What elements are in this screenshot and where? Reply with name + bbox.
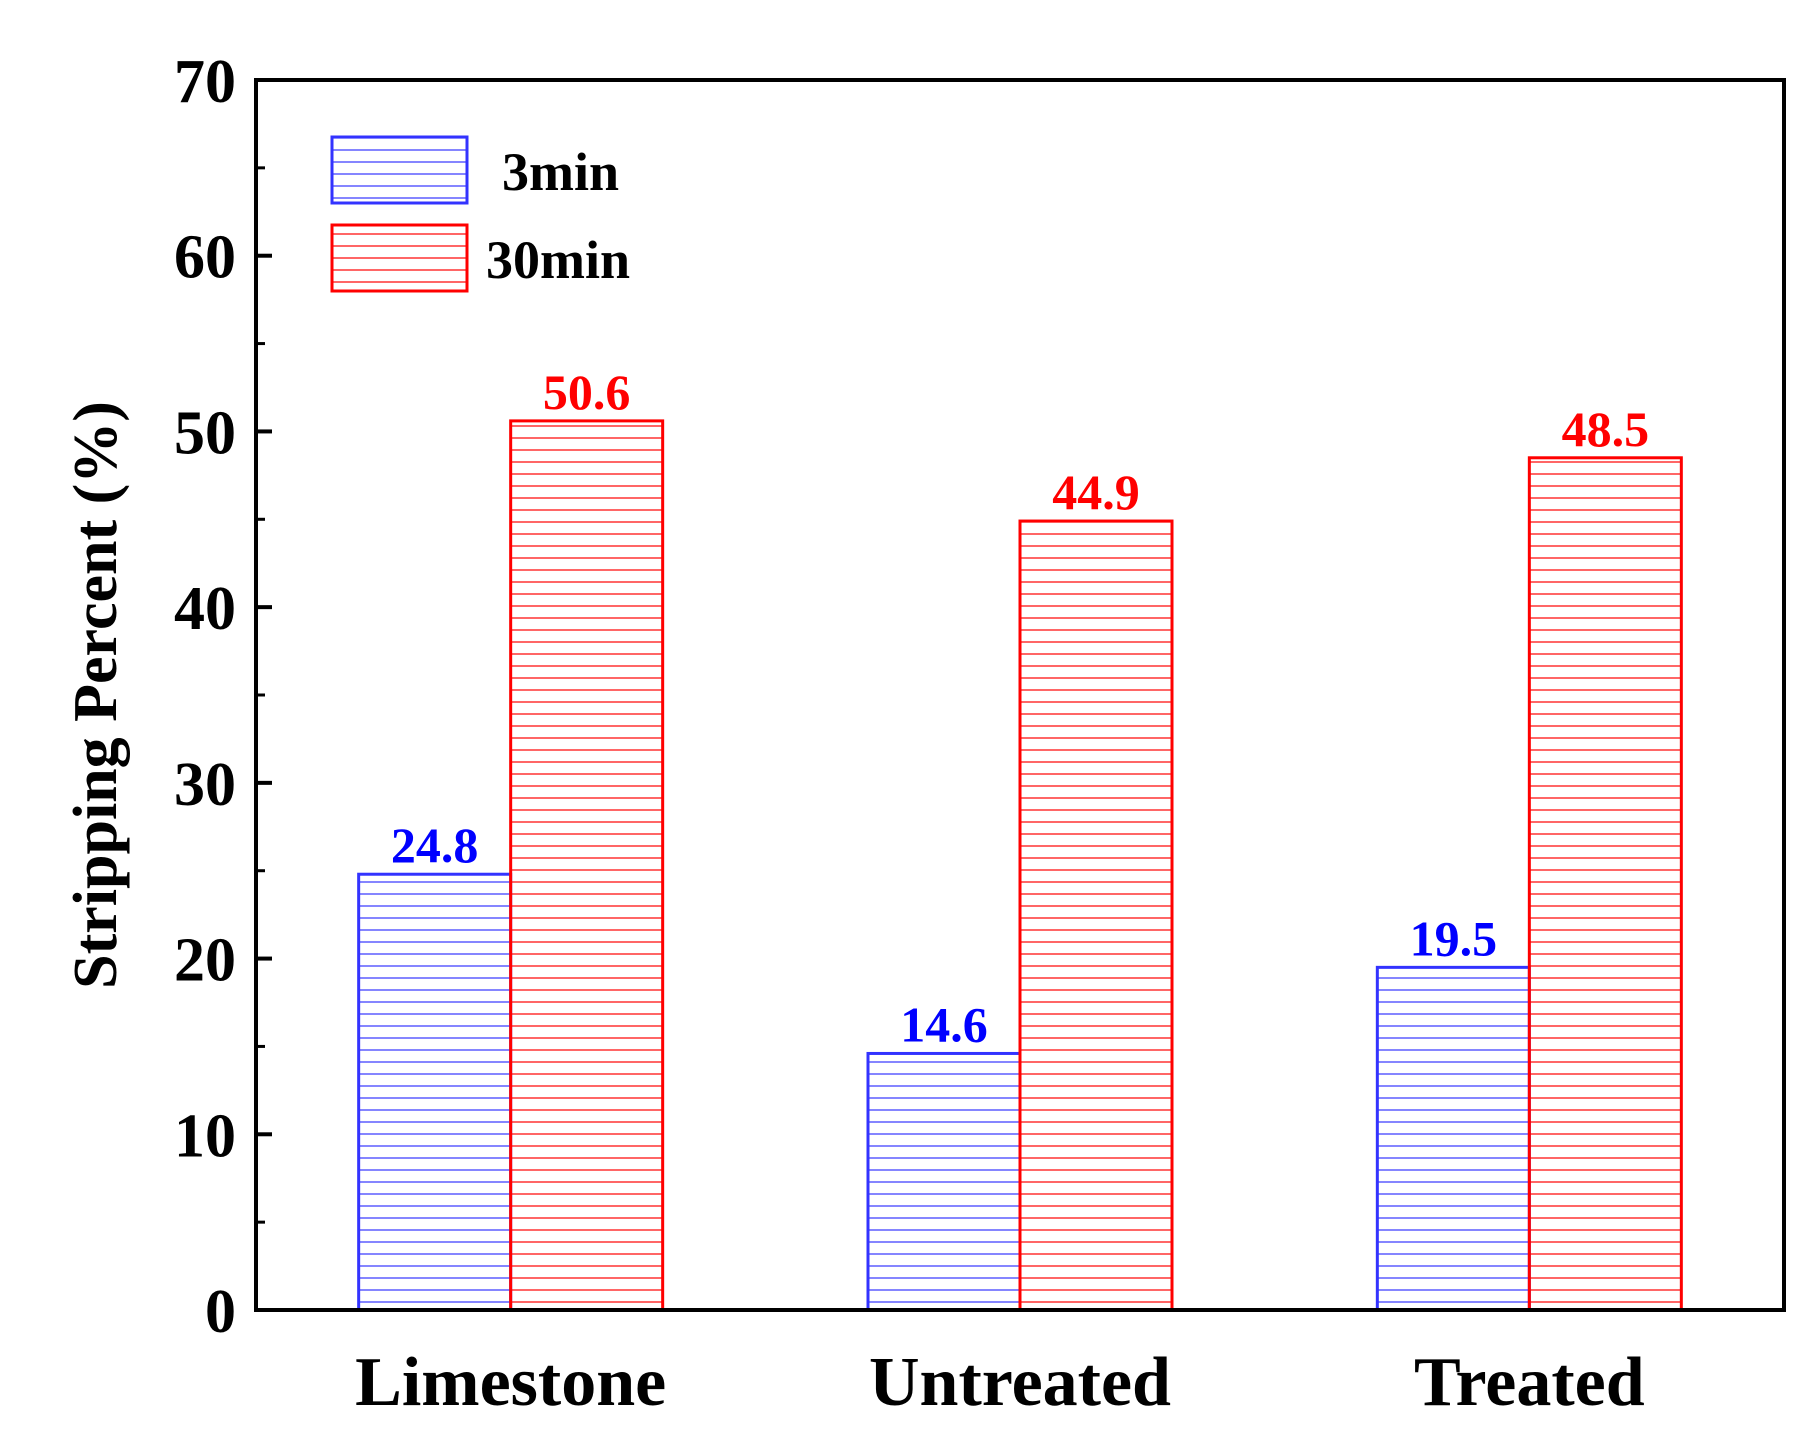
legend-swatch-3min (330, 135, 469, 205)
y-tick-label: 30 (174, 751, 236, 819)
data-label-3min-untreated: 14.6 (900, 996, 988, 1052)
bar-3min-treated (1375, 965, 1531, 1312)
legend-label-3min: 3min (502, 142, 619, 202)
bar-30min-treated (1527, 456, 1683, 1312)
data-label-30min-limestone: 50.6 (543, 364, 631, 420)
x-tick-label-untreated: Untreated (869, 1344, 1171, 1421)
x-tick-label-treated: Treated (1414, 1344, 1645, 1421)
bar-3min-untreated (866, 1051, 1022, 1312)
legend-swatch-30min (330, 223, 469, 293)
y-tick-label: 70 (174, 48, 236, 116)
legend: 3min 30min (330, 135, 630, 293)
bar-30min-limestone (509, 419, 665, 1312)
data-label-30min-treated: 48.5 (1562, 401, 1650, 457)
plot-frame (254, 78, 1786, 1312)
bars-group (357, 419, 1683, 1312)
data-label-3min-limestone: 24.8 (391, 817, 479, 873)
data-label-3min-treated: 19.5 (1410, 910, 1498, 966)
y-tick-label: 40 (174, 575, 236, 643)
bar-3min-limestone (357, 872, 513, 1312)
x-axis: Limestone Untreated Treated (355, 1344, 1645, 1421)
bar-labels-group: 24.8 50.6 14.6 44.9 19.5 48.5 (391, 364, 1649, 1053)
y-tick-label: 20 (174, 927, 236, 995)
data-label-30min-untreated: 44.9 (1052, 464, 1140, 520)
x-tick-label-limestone: Limestone (355, 1344, 666, 1421)
y-tick-label: 10 (174, 1102, 236, 1170)
legend-label-30min: 30min (486, 230, 630, 290)
y-tick-label: 60 (174, 224, 236, 292)
y-tick-label: 0 (205, 1278, 236, 1346)
y-tick-label: 50 (174, 399, 236, 467)
bar-30min-untreated (1018, 519, 1174, 1312)
y-axis-label: Stripping Percent (%) (62, 401, 130, 989)
y-axis: 0 10 20 30 40 50 60 70 (174, 48, 272, 1346)
